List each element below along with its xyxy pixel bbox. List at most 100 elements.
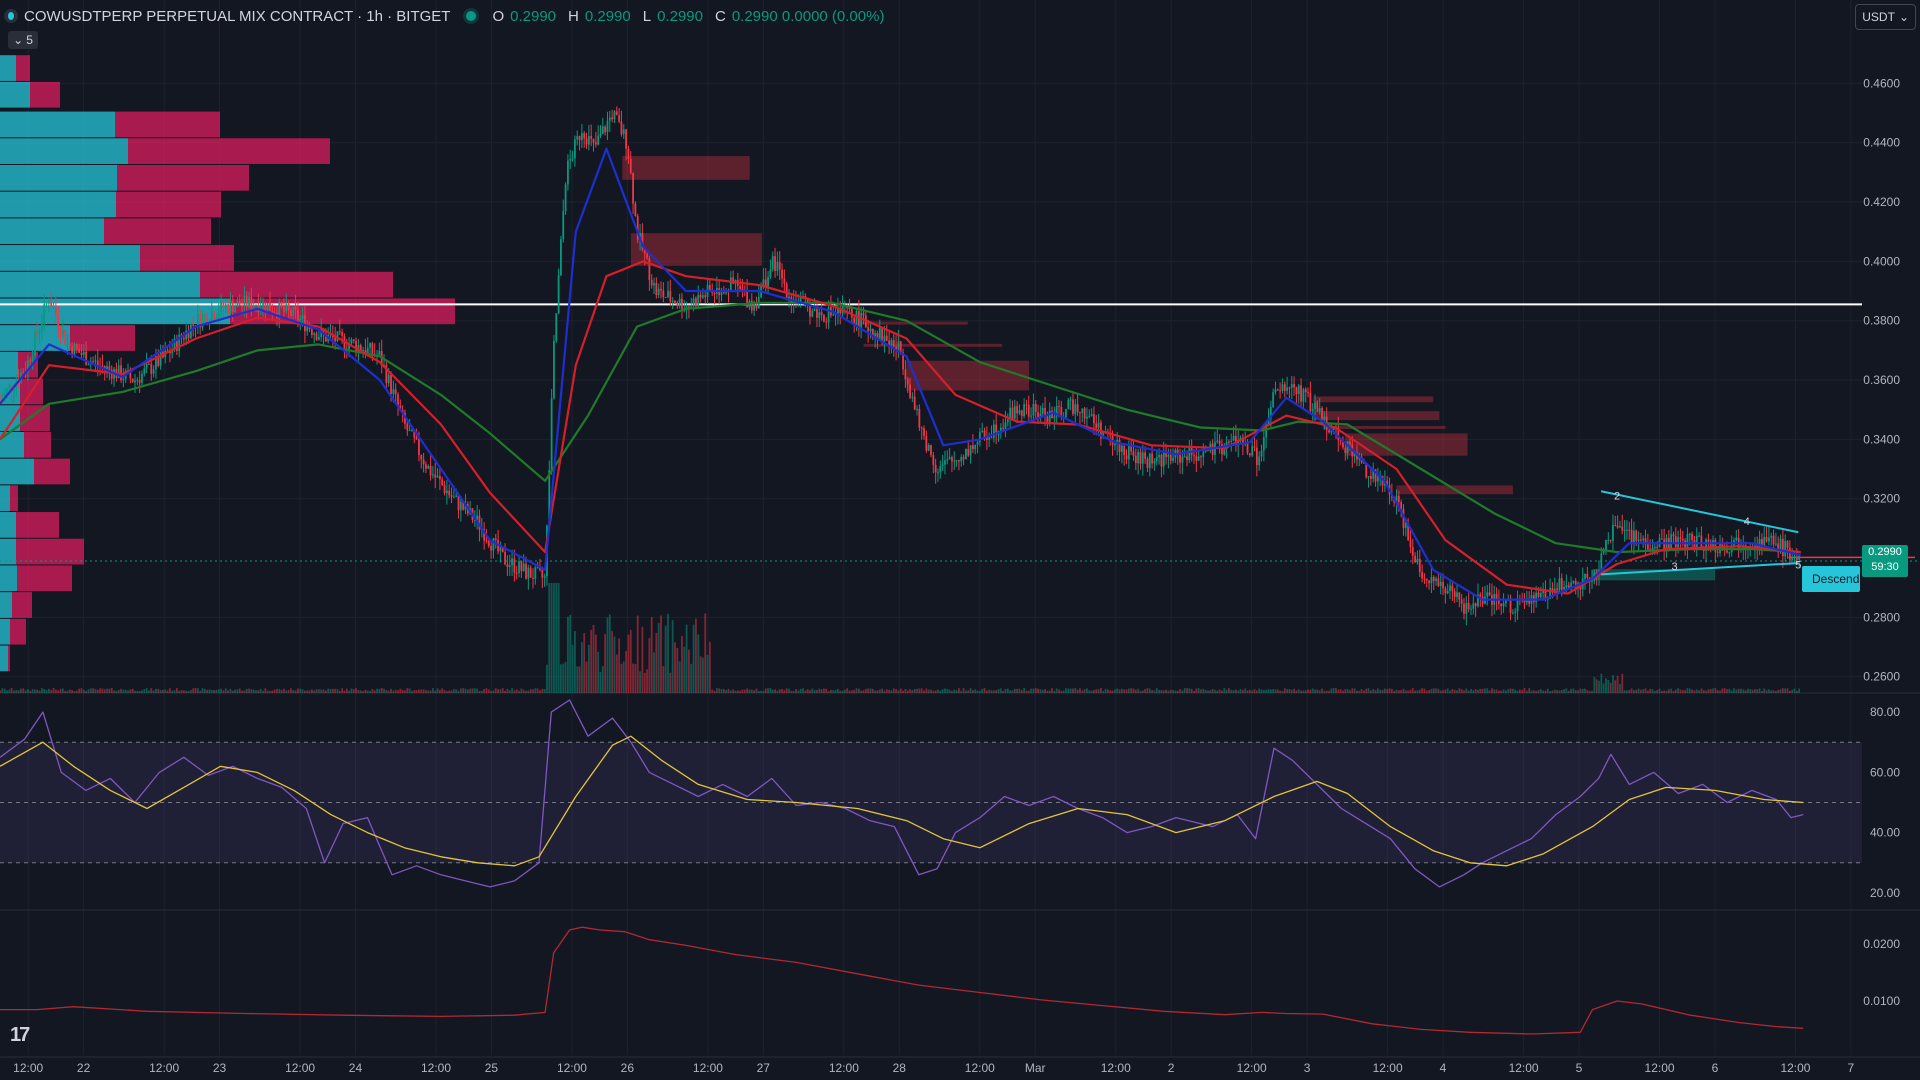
volume-bar — [1407, 690, 1410, 693]
candle-body — [297, 310, 299, 321]
candle-body — [1134, 455, 1137, 464]
candle-body — [1230, 440, 1233, 442]
volume-bar — [555, 583, 558, 693]
candle-body — [78, 348, 81, 353]
volume-bar — [1397, 690, 1400, 693]
volume-bar — [937, 689, 939, 693]
volume-bar — [678, 661, 681, 693]
candle-body — [937, 472, 939, 474]
volume-bar — [604, 633, 607, 693]
candle-body — [1432, 577, 1435, 581]
volume-bar — [1388, 688, 1391, 693]
currency-label: USDT — [1862, 10, 1895, 24]
volume-bar — [995, 690, 998, 693]
candle-body — [1095, 423, 1098, 428]
candle-body — [585, 138, 588, 145]
candle-body — [1276, 389, 1279, 391]
volume-bar — [61, 688, 64, 693]
candle-body — [285, 303, 288, 312]
candle-body — [334, 337, 337, 342]
candle-body — [1772, 535, 1775, 545]
pattern-label[interactable]: Descending — [1802, 566, 1860, 592]
volume-profile-buy-bar — [0, 538, 16, 565]
candle-body — [64, 329, 67, 345]
candle-body — [548, 469, 551, 526]
candle-body — [1409, 540, 1412, 547]
price-axis-label: 0.2600 — [1863, 670, 1900, 684]
volume-bar — [1626, 690, 1628, 693]
volume-bar — [657, 622, 660, 693]
candle-body — [1344, 447, 1347, 453]
symbol-title[interactable]: COWUSDTPERP PERPETUAL MIX CONTRACT · 1h … — [24, 7, 451, 25]
volume-bar — [1132, 688, 1135, 693]
candle-body — [1356, 452, 1358, 460]
volume-bar — [781, 689, 783, 693]
candle-body — [1614, 525, 1617, 527]
volume-bar — [1342, 690, 1344, 693]
candle-body — [1498, 598, 1500, 604]
volume-bar — [1635, 689, 1638, 693]
candle-body — [1369, 476, 1372, 479]
volume-bar — [1207, 690, 1209, 693]
time-axis-label: 12:00 — [1645, 1061, 1675, 1075]
candle-body — [75, 344, 78, 349]
candle-body — [999, 427, 1002, 431]
volume-bar — [343, 690, 346, 693]
volume-bar — [1162, 690, 1165, 693]
volume-bar — [553, 583, 555, 693]
volume-bar — [769, 688, 772, 693]
pattern-point-label: 4 — [1744, 516, 1750, 528]
volume-bar — [1209, 690, 1212, 693]
volume-bar — [1556, 690, 1558, 693]
volume-bar — [904, 689, 907, 693]
price-axis-label: 0.4200 — [1863, 195, 1900, 209]
volume-bar — [371, 689, 374, 693]
currency-select[interactable]: USDT ⌄ — [1855, 4, 1916, 30]
candle-body — [1197, 456, 1200, 461]
volume-bar — [1044, 689, 1046, 693]
volume-bar — [169, 688, 171, 693]
tradingview-logo-icon[interactable]: 17 — [10, 1024, 30, 1046]
indicators-collapse-button[interactable]: ⌄ 5 — [8, 31, 38, 49]
volume-bar — [152, 690, 155, 693]
candle-body — [1663, 539, 1666, 552]
candle-body — [590, 135, 593, 139]
candle-body — [1248, 453, 1251, 456]
volume-bar — [208, 689, 211, 693]
volume-bar — [87, 689, 90, 693]
volume-bar — [448, 690, 451, 693]
volume-bar — [99, 688, 101, 693]
candle-body — [1297, 385, 1300, 395]
candle-body — [769, 269, 772, 277]
volume-bar — [287, 689, 290, 693]
candle-body — [262, 302, 264, 309]
volume-bar — [1265, 689, 1268, 693]
volume-bar — [1072, 688, 1074, 693]
candle-body — [678, 298, 681, 306]
volume-bar — [203, 688, 206, 693]
volume-bar — [1551, 690, 1554, 693]
volume-bar — [113, 690, 115, 693]
candle-body — [1186, 456, 1188, 461]
volume-bar — [1127, 688, 1130, 693]
volume-bar — [1148, 688, 1151, 693]
volume-bar — [1039, 689, 1042, 693]
volume-bar — [1083, 689, 1086, 693]
volume-bar — [1600, 673, 1603, 693]
volume-bar — [874, 690, 877, 693]
volume-bar — [387, 690, 390, 693]
volume-bar — [1351, 688, 1354, 693]
candle-body — [106, 366, 108, 369]
candle-body — [427, 466, 430, 469]
volume-bar — [927, 689, 930, 693]
candle-body — [1216, 440, 1219, 443]
volume-bar — [806, 689, 809, 693]
volume-bar — [1616, 675, 1619, 693]
volume-bar — [471, 688, 474, 693]
candle-body — [1472, 603, 1475, 609]
candle-body — [1635, 530, 1638, 542]
candle-body — [390, 374, 392, 395]
volume-bar — [1558, 690, 1561, 693]
volume-bar — [653, 652, 655, 693]
